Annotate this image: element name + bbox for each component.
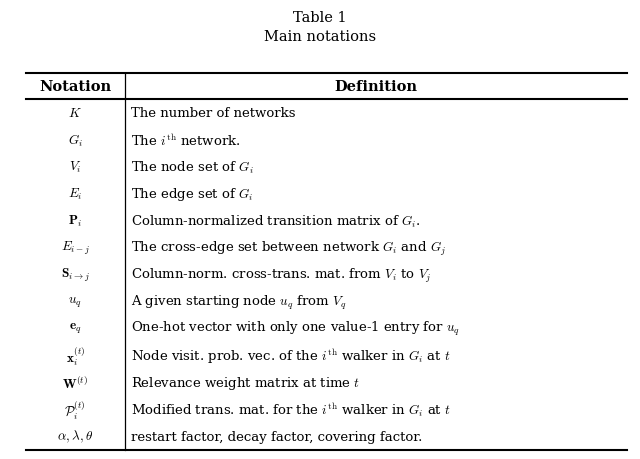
Text: $\mathbf{e}_q$: $\mathbf{e}_q$ bbox=[68, 322, 82, 336]
Text: $E_{i-j}$: $E_{i-j}$ bbox=[61, 240, 90, 257]
Text: $\alpha, \lambda, \theta$: $\alpha, \lambda, \theta$ bbox=[57, 428, 93, 444]
Text: restart factor, decay factor, covering factor.: restart factor, decay factor, covering f… bbox=[131, 430, 422, 443]
Text: Relevance weight matrix at time $t$: Relevance weight matrix at time $t$ bbox=[131, 374, 360, 391]
Text: $V_i$: $V_i$ bbox=[69, 160, 81, 175]
Text: $\mathbf{x}_i^{(t)}$: $\mathbf{x}_i^{(t)}$ bbox=[65, 344, 85, 367]
Text: Column-norm. cross-trans. mat. from $V_i$ to $V_j$: Column-norm. cross-trans. mat. from $V_i… bbox=[131, 266, 431, 284]
Text: $\mathbf{W}^{(t)}$: $\mathbf{W}^{(t)}$ bbox=[62, 374, 88, 391]
Text: Modified trans. mat. for the $i^{\mathrm{th}}$ walker in $G_i$ at $t$: Modified trans. mat. for the $i^{\mathrm… bbox=[131, 400, 451, 419]
Text: Definition: Definition bbox=[335, 80, 417, 94]
Text: $\mathbf{S}_{i\rightarrow j}$: $\mathbf{S}_{i\rightarrow j}$ bbox=[61, 266, 90, 284]
Text: Main notations: Main notations bbox=[264, 30, 376, 44]
Text: $E_i$: $E_i$ bbox=[68, 186, 83, 202]
Text: The node set of $G_i$: The node set of $G_i$ bbox=[131, 159, 254, 175]
Text: The number of networks: The number of networks bbox=[131, 107, 296, 120]
Text: $K$: $K$ bbox=[68, 107, 82, 120]
Text: A given starting node $u_q$ from $V_q$: A given starting node $u_q$ from $V_q$ bbox=[131, 293, 347, 311]
Text: The $i^{\mathrm{th}}$ network.: The $i^{\mathrm{th}}$ network. bbox=[131, 132, 241, 148]
Text: $u_q$: $u_q$ bbox=[68, 295, 82, 309]
Text: One-hot vector with only one value-1 entry for $u_q$: One-hot vector with only one value-1 ent… bbox=[131, 319, 460, 338]
Text: The cross-edge set between network $G_i$ and $G_j$: The cross-edge set between network $G_i$… bbox=[131, 239, 446, 257]
Text: $\mathcal{P}_i^{(t)}$: $\mathcal{P}_i^{(t)}$ bbox=[65, 398, 86, 420]
Text: Table 1: Table 1 bbox=[293, 11, 347, 25]
Text: Notation: Notation bbox=[39, 80, 111, 94]
Text: $\mathbf{P}_i$: $\mathbf{P}_i$ bbox=[68, 213, 83, 229]
Text: The edge set of $G_i$: The edge set of $G_i$ bbox=[131, 185, 254, 202]
Text: $G_i$: $G_i$ bbox=[68, 132, 83, 148]
Text: Column-normalized transition matrix of $G_i$.: Column-normalized transition matrix of $… bbox=[131, 213, 421, 229]
Text: Node visit. prob. vec. of the $i^{\mathrm{th}}$ walker in $G_i$ at $t$: Node visit. prob. vec. of the $i^{\mathr… bbox=[131, 346, 451, 365]
